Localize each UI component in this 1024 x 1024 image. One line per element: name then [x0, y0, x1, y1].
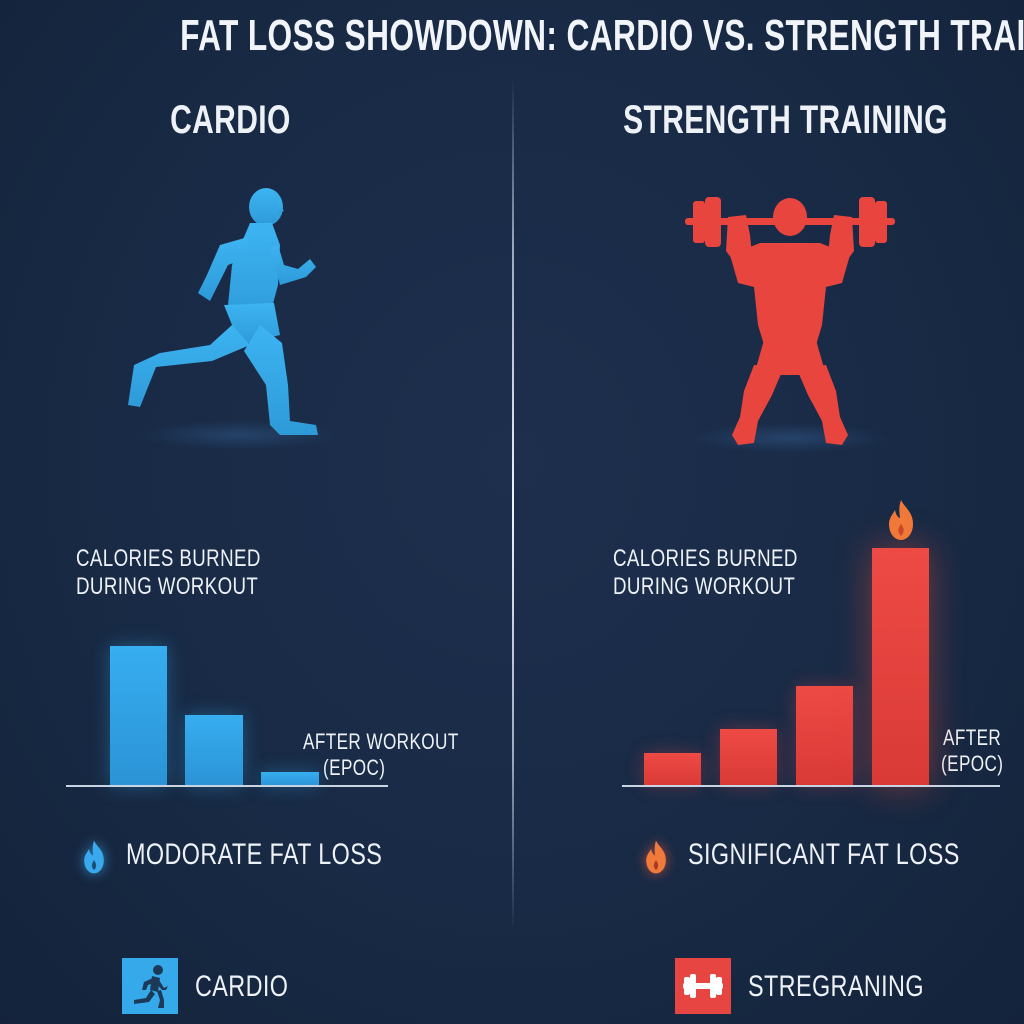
cardio-heading: CARDIO [130, 95, 330, 145]
legend-label-cardio: CARDIO [195, 967, 315, 1007]
flame-icon [640, 839, 672, 875]
weightlifter-icon [680, 195, 900, 455]
cardio-bar-2 [185, 715, 243, 786]
left-chart-label-line2: DURING WORKOUT [76, 573, 259, 600]
cardio-result-label: MODORATE FAT LOSS [126, 838, 383, 871]
right-chart-label-line1: CALORIES BURNED [613, 545, 798, 572]
strength-bar-3 [796, 686, 853, 786]
page-title-text: FAT LOSS SHOWDOWN: CARDIO VS. STRENGTH T… [180, 11, 1024, 60]
cardio-result-text: MODORATE FAT LOSS [126, 835, 455, 875]
legend-label-strength: STREGRANING [748, 967, 974, 1007]
runner-icon [120, 185, 340, 450]
runner-icon [122, 958, 178, 1014]
left-chart-label: CALORIES BURNED DURING WORKOUT [76, 545, 313, 601]
cardio-heading-text: CARDIO [169, 98, 291, 142]
strength-bar-1 [644, 753, 701, 786]
right-after-label-line1: AFTER [943, 725, 1002, 750]
right-after-label-2: (EPOC) [941, 751, 1021, 777]
strength-heading: STRENGTH TRAINING [560, 95, 1010, 145]
right-chart-label-line2: DURING WORKOUT [613, 573, 796, 600]
center-divider [512, 78, 514, 930]
left-after-label-line2: (EPOC) [323, 755, 386, 780]
left-chart-label-line1: CALORIES BURNED [76, 545, 261, 572]
legend-label-strength-text: STREGRANING [748, 970, 924, 1003]
left-after-label-2: (EPOC) [323, 755, 403, 781]
strength-result-text: SIGNIFICANT FAT LOSS [688, 835, 1024, 875]
page-title: FAT LOSS SHOWDOWN: CARDIO VS. STRENGTH T… [0, 10, 1024, 62]
right-after-label: AFTER [943, 725, 1018, 751]
strength-heading-text: STRENGTH TRAINING [622, 98, 948, 142]
left-after-label-line1: AFTER WORKOUT [303, 729, 459, 754]
flame-icon [78, 839, 110, 875]
flame-icon [883, 498, 919, 542]
cardio-bar-1 [110, 646, 167, 786]
strength-result-label: SIGNIFICANT FAT LOSS [688, 838, 960, 871]
right-after-label-line2: (EPOC) [941, 751, 1004, 776]
right-chart-label: CALORIES BURNED DURING WORKOUT [613, 545, 850, 601]
strength-bar-4 [872, 548, 929, 786]
strength-chart-baseline [622, 785, 1000, 787]
cardio-bar-3 [261, 772, 319, 786]
dumbbell-icon [675, 958, 731, 1014]
left-after-label: AFTER WORKOUT [303, 729, 503, 755]
cardio-chart-baseline [66, 785, 388, 787]
legend-label-cardio-text: CARDIO [195, 970, 289, 1003]
strength-bar-2 [720, 729, 777, 786]
